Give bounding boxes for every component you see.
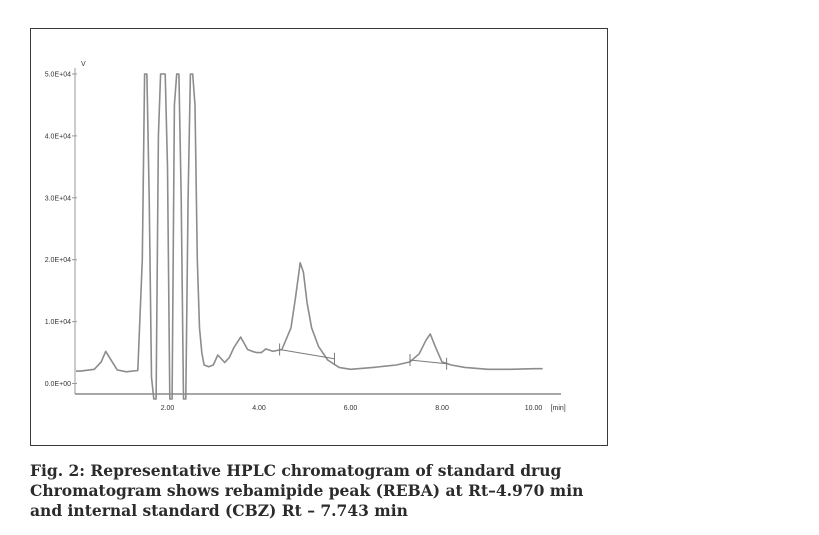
y-tick-label: 4.0E+04	[45, 133, 71, 140]
y-axis: 0.0E+00 1.0E+04 2.0E+04 3.0E+04 4.0E+04 5.0E+…	[45, 68, 77, 394]
y-tick-label: 2.0E+04	[45, 257, 71, 264]
y-tick-label: 3.0E+04	[45, 195, 71, 202]
y-tick-label: 0.0E+00	[45, 381, 71, 388]
caption-line-3: and internal standard (CBZ) Rt – 7.743 m…	[30, 501, 408, 520]
x-axis: 2.00 4.00 6.00 8.00 10.00	[75, 393, 561, 412]
x-tick-label: 6.00	[344, 405, 358, 412]
series-layer	[76, 73, 543, 400]
y-axis-unit-label: V	[81, 61, 86, 68]
peak-baseline	[409, 359, 447, 365]
caption-line-1: Fig. 2: Representative HPLC chromatogram…	[30, 461, 562, 480]
y-tick-label: 1.0E+04	[45, 319, 71, 326]
y-tick-label: 5.0E+04	[45, 72, 71, 79]
peak-baseline	[279, 348, 335, 360]
x-tick-label: 10.00	[525, 405, 543, 412]
x-tick-label: 2.00	[161, 405, 175, 412]
chromatogram-plot: 0.0E+00 1.0E+04 2.0E+04 3.0E+04 4.0E+04 5.0E+…	[45, 61, 566, 412]
x-tick-label: 4.00	[252, 405, 266, 412]
figure-caption: Fig. 2: Representative HPLC chromatogram…	[30, 461, 630, 521]
baseline-layer	[279, 343, 448, 370]
x-tick-label: 8.00	[435, 405, 449, 412]
chromatogram-trace	[76, 73, 543, 400]
chromatogram-frame: 0.0E+00 1.0E+04 2.0E+04 3.0E+04 4.0E+04 5.0E+…	[30, 28, 608, 446]
caption-line-2: Chromatogram shows rebamipide peak (REBA…	[30, 481, 584, 500]
x-axis-unit-label: [min]	[551, 405, 566, 412]
